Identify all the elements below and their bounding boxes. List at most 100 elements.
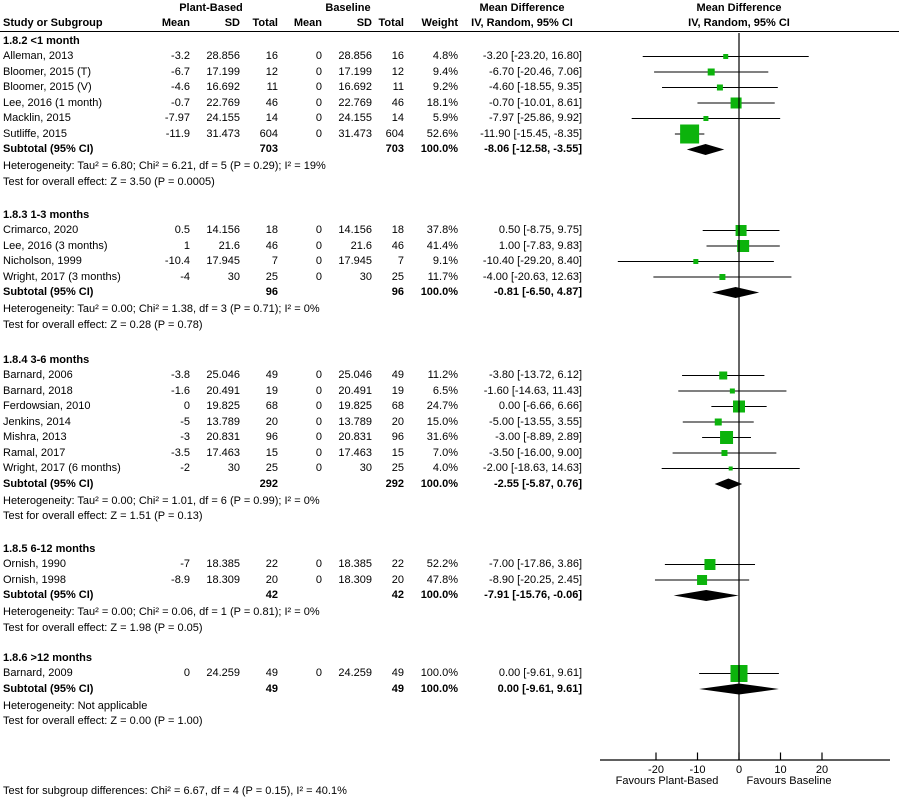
plant-mean: -6.7 [171,65,190,78]
plant-mean: -2 [180,462,190,474]
plant-total: 15 [265,446,278,459]
subtotal-plant-total: 703 [259,143,278,155]
baseline-sd: 24.259 [338,667,372,679]
plant-total: 20 [265,415,278,428]
overall-effect-text: Test for overall effect: Z = 0.28 (P = 0… [3,318,203,331]
baseline-mean: 0 [315,65,322,78]
study-row: Jenkins, 2014 -5 13.789 20 0 13.789 20 15.0% -5.… [0,415,899,430]
axis-tick-label: 20 [816,764,828,776]
axis-tick-label: -10 [690,764,706,776]
plant-total: 96 [265,431,278,443]
study-weight: 52.2% [426,558,458,570]
baseline-total: 68 [391,400,404,412]
baseline-mean: 0 [315,431,322,443]
plant-sd: 16.692 [206,81,240,93]
plant-sd: 13.789 [206,415,240,428]
study-row: Barnard, 2006 -3.8 25.046 49 0 25.046 49 11.2% -… [0,368,899,383]
plant-sd: 31.473 [206,127,240,140]
baseline-total-header: Total [378,17,404,29]
subgroup-label-row: 1.8.4 3-6 months [0,353,899,368]
study-row: Ramal, 2017 -3.5 17.463 15 0 17.463 15 7.0% -3.5… [0,446,899,461]
effect-square [728,466,733,471]
plant-mean: -3 [180,431,190,443]
study-weight: 11.7% [427,270,458,283]
study-weight: 7.0% [432,446,458,459]
baseline-sd: 17.463 [338,446,372,459]
baseline-mean: 0 [315,50,322,62]
subtotal-weight: 100.0% [420,286,458,298]
baseline-mean: 0 [315,462,322,474]
effect-square [707,68,715,76]
study-weight: 24.7% [426,400,458,412]
study-md-ci: -5.00 [-13.55, 3.55] [489,415,582,428]
baseline-mean: 0 [315,81,322,93]
subgroup-title: 1.8.4 3-6 months [3,353,90,366]
plant-mean: -3.5 [171,446,190,459]
study-weight: 37.8% [426,224,458,236]
study-column-header: Study or Subgroup [3,17,103,29]
baseline-mean: 0 [315,446,322,459]
baseline-sd: 30 [359,270,372,283]
baseline-sd: 30 [359,462,372,474]
study-row: Mishra, 2013 -3 20.831 96 0 20.831 96 31.6% -3.0… [0,430,899,445]
study-md-ci: -1.60 [-14.63, 11.43] [483,384,582,397]
plant-mean: -5 [180,415,190,428]
plant-total: 604 [259,127,278,140]
plant-mean: -3.2 [171,50,190,62]
subtotal-baseline-total: 42 [391,589,404,601]
study-md-ci: -7.00 [-17.86, 3.86] [489,558,582,570]
overall-effect-row: Test for overall effect: Z = 0.28 (P = 0… [0,318,899,333]
baseline-total: 96 [391,431,404,443]
baseline-mean-header: Mean [293,17,322,29]
overall-effect-row: Test for overall effect: Z = 3.50 (P = 0… [0,175,899,190]
axis-tick-label: -20 [648,764,664,776]
baseline-mean: 0 [315,224,322,236]
plant-mean: -8.9 [171,573,190,586]
study-row: Bloomer, 2015 (V) -4.6 16.692 11 0 16.692 11 9.… [0,80,899,95]
overall-effect-text: Test for overall effect: Z = 0.00 (P = 1… [3,715,203,727]
baseline-total: 49 [391,369,404,381]
baseline-sd: 28.856 [338,50,372,62]
baseline-sd: 20.491 [338,384,372,397]
study-name: Macklin, 2015 [3,112,71,124]
subtotal-label: Subtotal (95% CI) [3,477,94,490]
study-name: Barnard, 2009 [3,667,73,679]
study-name: Crimarco, 2020 [3,224,79,236]
baseline-total: 46 [391,239,404,252]
study-weight: 100.0% [420,667,458,679]
plant-sd: 18.309 [206,573,240,586]
favours-left-label: Favours Plant-Based [615,775,719,787]
study-name: Barnard, 2018 [3,384,73,397]
baseline-mean: 0 [315,239,322,252]
subtotal-row: Subtotal (95% CI) 49 49 100.0% 0.00 [-9.61, … [0,682,899,697]
plot-subtitle: IV, Random, 95% CI [688,17,790,29]
study-name: Sutliffe, 2015 [3,127,68,140]
study-md-ci: -7.97 [-25.86, 9.92] [489,112,582,124]
effect-square [693,259,699,264]
effect-square [730,97,742,109]
subtotal-label: Subtotal (95% CI) [3,682,94,695]
study-row: Macklin, 2015 -7.97 24.155 14 0 24.155 14 5.9% -… [0,111,899,126]
plant-total-header: Total [252,17,278,29]
subtotal-diamond [673,590,739,601]
baseline-total: 604 [385,127,404,140]
effect-square [737,240,750,252]
plant-total: 18 [265,224,278,236]
study-md-ci: -3.00 [-8.89, 2.89] [495,431,582,443]
baseline-sd-header: SD [356,17,372,29]
plant-sd: 28.856 [206,50,240,62]
study-md-ci: -8.90 [-20.25, 2.45] [489,573,582,586]
subtotal-weight: 100.0% [420,682,458,695]
study-md-ci: -4.00 [-20.63, 12.63] [482,270,582,283]
plant-total: 25 [265,270,278,283]
baseline-mean: 0 [315,96,322,109]
plant-sd: 17.199 [206,65,240,78]
plant-mean: -7.97 [164,112,190,124]
baseline-total: 25 [391,270,404,283]
study-md-ci: -11.90 [-15.45, -8.35] [480,127,582,140]
subtotal-md-ci: -8.06 [-12.58, -3.55] [484,143,582,155]
study-name: Ferdowsian, 2010 [3,400,91,412]
favours-right-label: Favours Baseline [746,775,832,787]
overall-effect-text: Test for overall effect: Z = 1.98 (P = 0… [3,621,203,634]
plant-sd: 17.463 [206,446,240,459]
